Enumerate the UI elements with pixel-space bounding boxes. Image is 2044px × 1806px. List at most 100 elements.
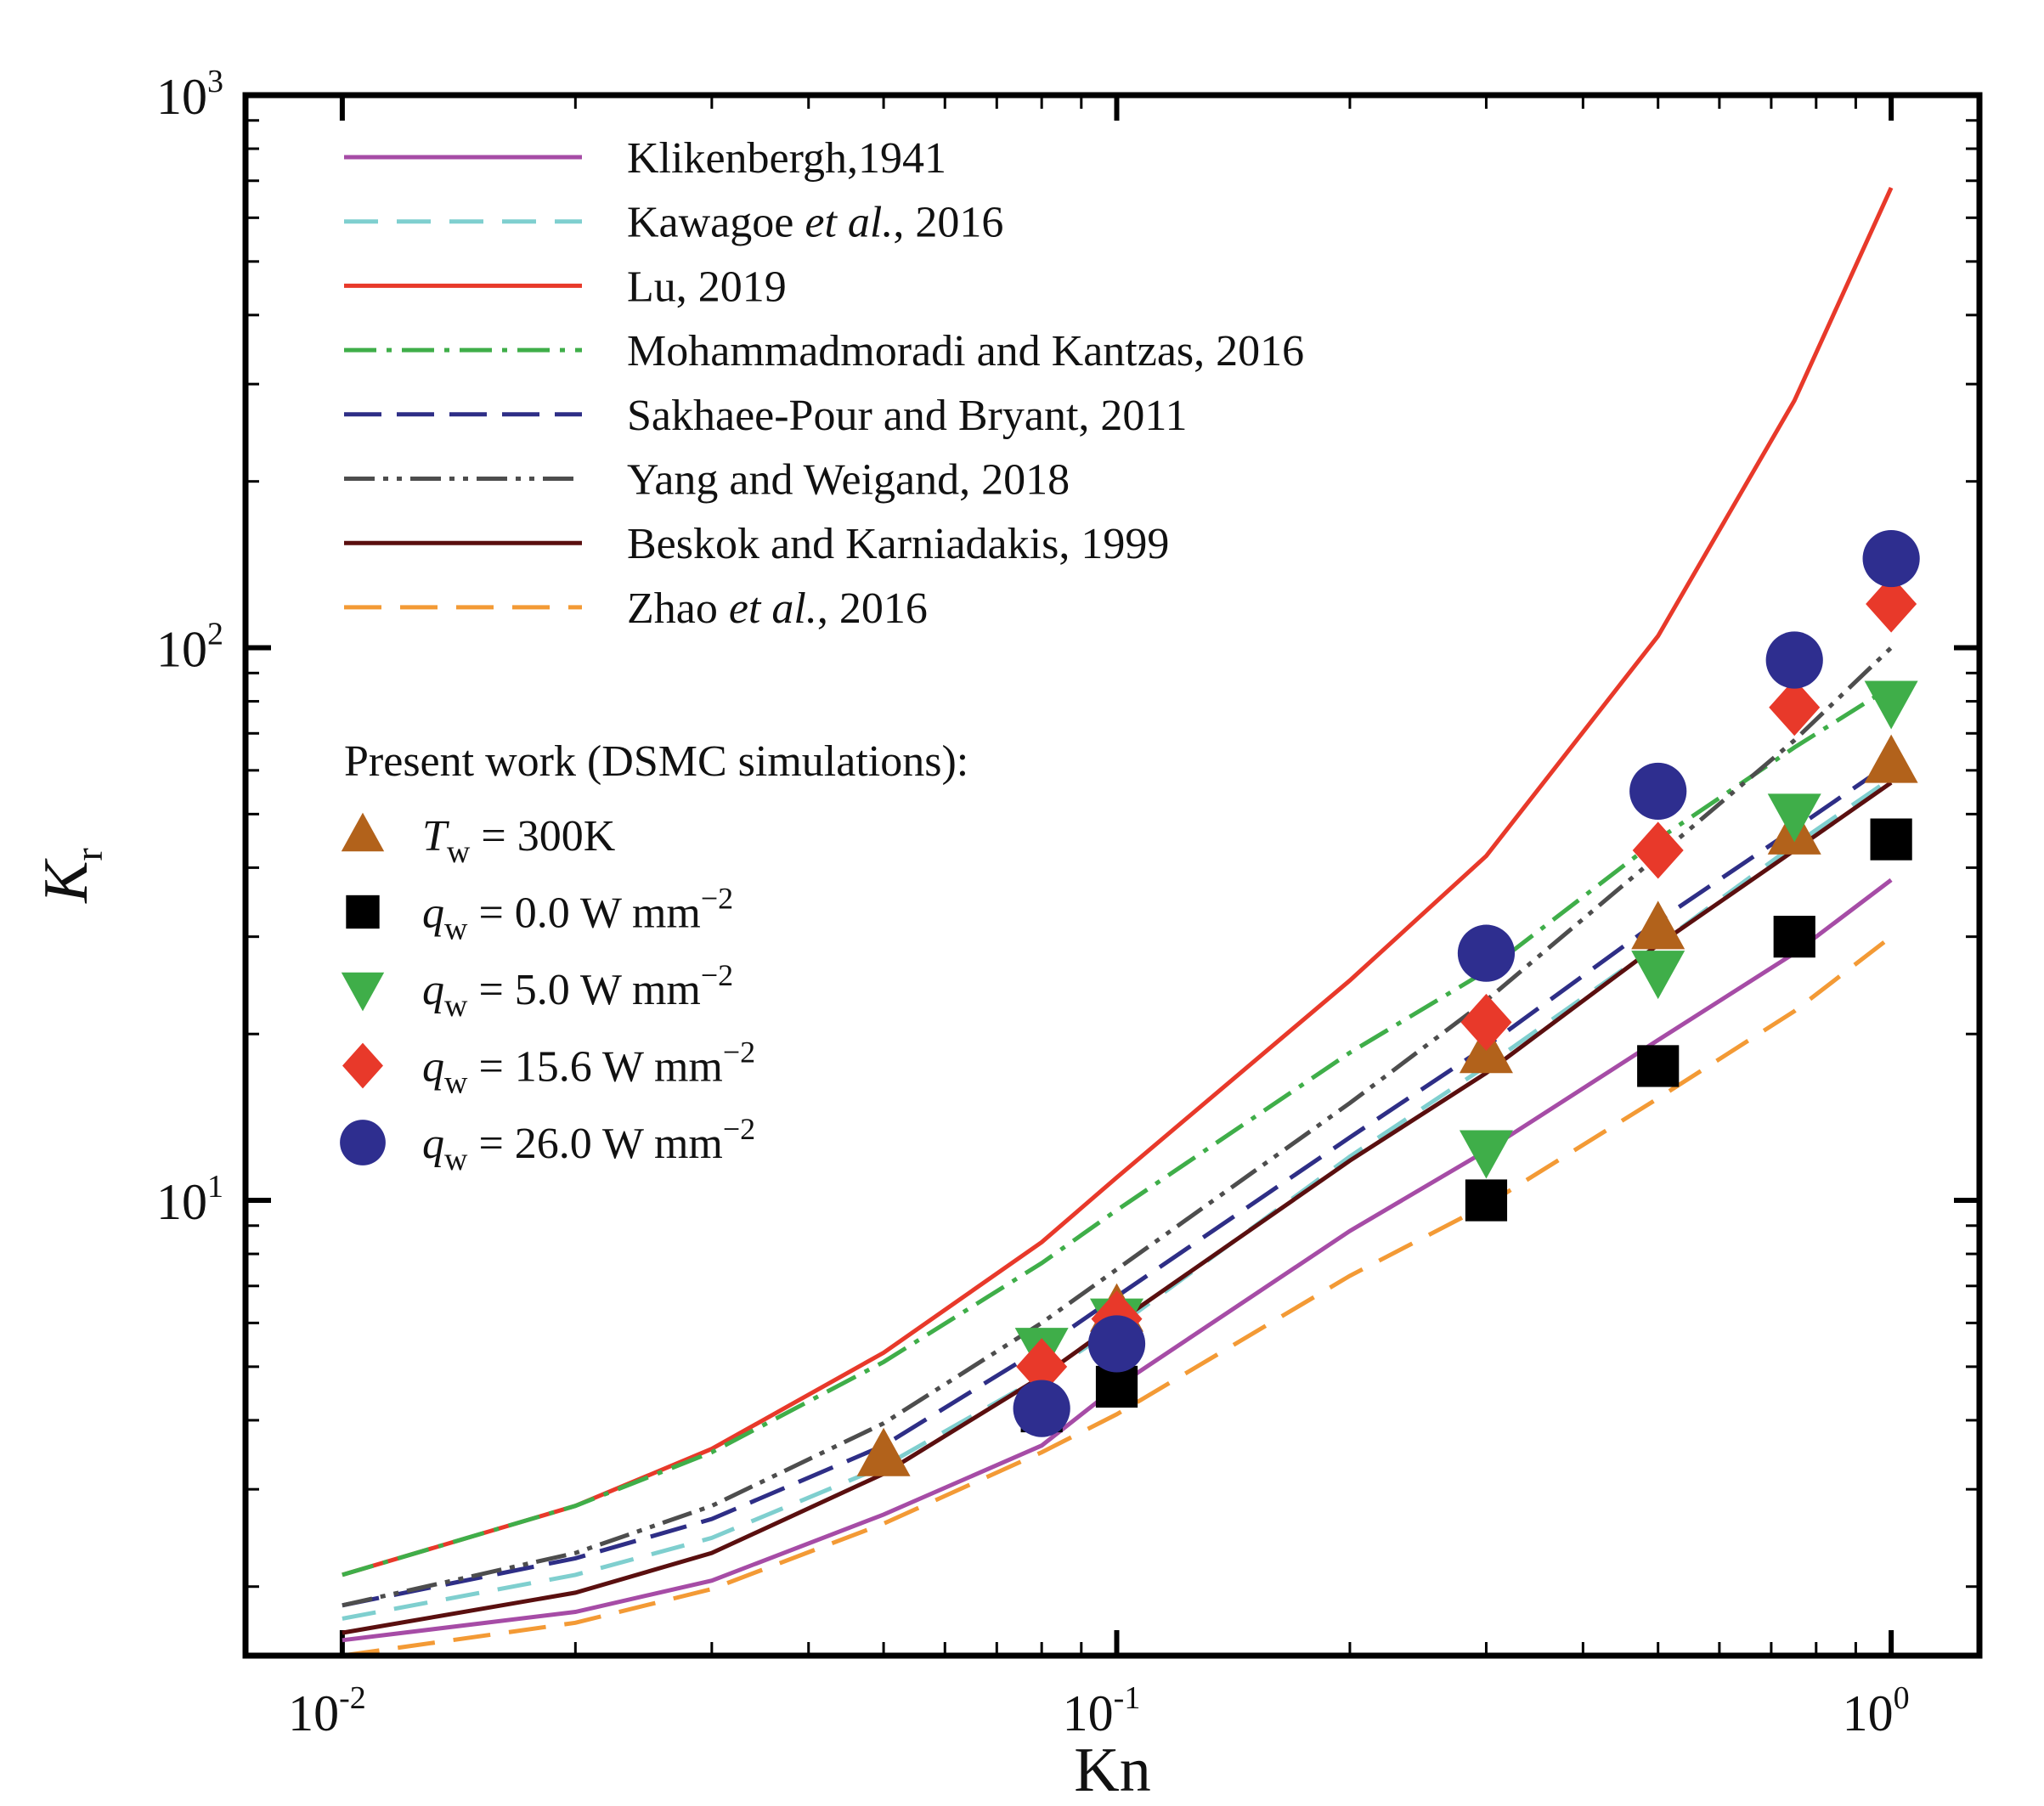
data-point-square — [1095, 1365, 1138, 1408]
y-tick-label: 101 — [156, 1169, 223, 1230]
data-markers — [856, 529, 1920, 1476]
legend-symbol: q — [422, 966, 444, 1014]
legend-label-part: Lu, 2019 — [627, 262, 787, 311]
series-line — [342, 646, 1893, 1608]
legend-label-part: Sakhaee-Pour and Bryant, 2011 — [627, 392, 1187, 440]
legend-symbol: q — [422, 1120, 444, 1168]
legend-label-part: Mohammadmoradi and Kantzas, 2016 — [627, 327, 1304, 375]
legend-subscript: w — [444, 1065, 468, 1101]
tick-base: 10 — [1843, 1685, 1894, 1741]
x-tick-label: 100 — [1843, 1680, 1910, 1741]
legend-label-part: , 2016 — [893, 199, 1003, 247]
y-axis-symbol: K — [31, 858, 101, 904]
data-point-triangle-up — [1631, 900, 1685, 950]
x-tick-label: 10-2 — [288, 1680, 366, 1741]
y-tick-label: 102 — [156, 617, 223, 678]
legend-label-part: Beskok and Karniadakis, 1999 — [627, 520, 1169, 568]
legend-subscript: w — [444, 911, 468, 947]
legend-label: Lu, 2019 — [627, 262, 787, 311]
legend-marker-label: Tw = 300K — [422, 812, 616, 870]
tick-base: 10 — [1063, 1685, 1114, 1741]
data-point-triangle-up — [856, 1427, 911, 1476]
legend-subscript: w — [447, 834, 471, 870]
tick-base: 10 — [156, 1174, 207, 1230]
legend-label-part: , 2016 — [817, 584, 928, 633]
tick-exponent: 2 — [207, 617, 223, 652]
legend-label: Kawagoe et al., 2016 — [627, 199, 1003, 247]
tick-exponent: -1 — [1114, 1680, 1141, 1716]
legend-label-part: et al. — [729, 584, 817, 633]
legend-label-rest: = 26.0 W mm — [467, 1120, 722, 1168]
data-point-circle — [1862, 529, 1920, 588]
data-point-diamond — [1016, 1338, 1068, 1396]
series-line — [342, 685, 1893, 1577]
y-tick-label: 103 — [156, 64, 223, 125]
legend-subscript: w — [444, 1142, 468, 1177]
tick-exponent: -2 — [339, 1680, 366, 1716]
tick-base: 10 — [288, 1685, 339, 1741]
tick-exponent: 3 — [207, 64, 223, 99]
legend-label: Beskok and Karniadakis, 1999 — [627, 520, 1169, 568]
data-point-square — [1637, 1045, 1680, 1087]
series-line — [342, 186, 1894, 1577]
legend-marker-label: qw = 15.6 W mm−2 — [422, 1036, 755, 1101]
legend-exponent: −2 — [723, 1112, 755, 1146]
legend-marker-label: qw = 26.0 W mm−2 — [422, 1112, 755, 1177]
legend-label-part: Zhao — [627, 584, 729, 633]
y-axis-subscript: r — [67, 848, 110, 861]
legend-label-rest: = 15.6 W mm — [467, 1043, 722, 1092]
y-axis-title: Kr — [31, 848, 110, 904]
legend-label-rest: = 300K — [470, 812, 615, 861]
tick-exponent: 1 — [207, 1169, 223, 1205]
data-point-diamond — [1866, 575, 1917, 633]
x-tick-label: 10-1 — [1063, 1680, 1141, 1741]
data-point-circle — [1457, 924, 1516, 982]
legend-exponent: −2 — [723, 1036, 755, 1069]
legend-label-rest: = 0.0 W mm — [467, 889, 700, 938]
data-point-triangle-up — [341, 812, 385, 852]
legend-marker-label: qw = 5.0 W mm−2 — [422, 958, 733, 1024]
legend-label-part: Klikenbergh,1941 — [627, 134, 946, 183]
data-point-square — [1465, 1179, 1508, 1222]
legend-label: Yang and Weigand, 2018 — [627, 456, 1070, 505]
markers-legend-title: Present work (DSMC simulations): — [344, 737, 968, 786]
legend-label-part: et al. — [805, 199, 893, 247]
legend-marker-label: qw = 0.0 W mm−2 — [422, 882, 733, 947]
data-point-diamond — [342, 1042, 383, 1089]
data-point-triangle-down — [1767, 793, 1821, 843]
data-point-circle — [1765, 631, 1823, 689]
legend-exponent: −2 — [701, 882, 733, 916]
data-point-diamond — [1460, 993, 1512, 1052]
data-point-diamond — [1769, 679, 1821, 737]
legend-label: Zhao et al., 2016 — [627, 584, 928, 633]
legend-label-part: Yang and Weigand, 2018 — [627, 456, 1070, 505]
data-point-square — [1773, 916, 1815, 958]
series-line — [342, 934, 1893, 1658]
data-point-square — [1870, 818, 1912, 861]
tick-base: 10 — [156, 622, 207, 678]
legend-symbol: T — [422, 812, 449, 861]
data-point-triangle-down — [1459, 1130, 1513, 1179]
x-axis-title: Kn — [1074, 1735, 1150, 1805]
data-point-circle — [340, 1120, 386, 1165]
data-point-circle — [1087, 1315, 1146, 1373]
legend-exponent: −2 — [701, 958, 733, 992]
legend-label: Sakhaee-Pour and Bryant, 2011 — [627, 392, 1187, 440]
legend-symbol: q — [422, 889, 444, 938]
tick-exponent: 0 — [1894, 1680, 1910, 1716]
data-point-diamond — [1632, 821, 1684, 879]
legend-symbol: q — [422, 1043, 444, 1092]
legend-label-rest: = 5.0 W mm — [467, 966, 700, 1014]
legend-label: Mohammadmoradi and Kantzas, 2016 — [627, 327, 1304, 375]
tick-base: 10 — [156, 69, 207, 125]
data-point-circle — [1013, 1380, 1070, 1437]
legend-label-part: Kawagoe — [627, 199, 805, 247]
data-point-triangle-down — [1864, 680, 1918, 730]
data-point-triangle-up — [1864, 734, 1918, 783]
plot-frame — [242, 92, 1983, 1659]
legend-subscript: w — [444, 988, 468, 1024]
data-point-triangle-down — [1631, 951, 1685, 1000]
